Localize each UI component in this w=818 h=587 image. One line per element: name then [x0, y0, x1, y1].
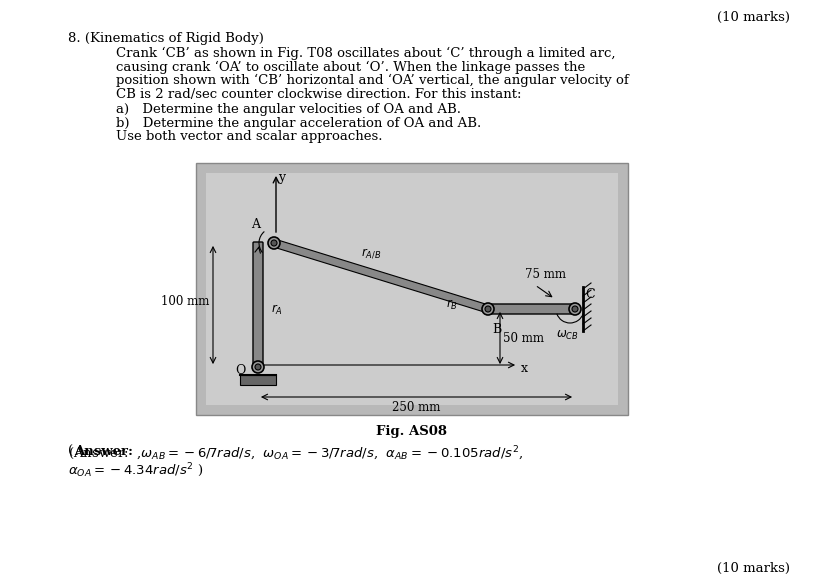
Bar — [206, 173, 618, 405]
Text: $\omega_{CB}$: $\omega_{CB}$ — [555, 329, 578, 342]
Text: 8. (Kinematics of Rigid Body): 8. (Kinematics of Rigid Body) — [68, 32, 264, 45]
Text: position shown with ‘CB’ horizontal and ‘OA’ vertical, the angular velocity of: position shown with ‘CB’ horizontal and … — [116, 74, 629, 87]
Text: (10 marks): (10 marks) — [717, 562, 790, 575]
Text: 75 mm: 75 mm — [525, 268, 566, 281]
Text: x: x — [521, 362, 528, 375]
Text: Answer:: Answer: — [74, 445, 133, 458]
Circle shape — [482, 303, 494, 315]
Circle shape — [255, 364, 261, 370]
FancyBboxPatch shape — [253, 242, 263, 368]
FancyBboxPatch shape — [487, 304, 576, 314]
Text: A: A — [251, 218, 260, 231]
Text: O: O — [236, 363, 246, 376]
Text: (: ( — [68, 445, 73, 458]
Text: 100 mm: 100 mm — [160, 295, 209, 308]
Text: $r_A$: $r_A$ — [271, 303, 283, 317]
Circle shape — [268, 237, 280, 249]
Text: CB is 2 rad/sec counter clockwise direction. For this instant:: CB is 2 rad/sec counter clockwise direct… — [116, 87, 522, 100]
Text: $r_{A/B}$: $r_{A/B}$ — [361, 247, 381, 260]
Polygon shape — [273, 239, 489, 313]
Text: $\alpha_{OA}$$= -4.34rad/s^2$ ): $\alpha_{OA}$$= -4.34rad/s^2$ ) — [68, 461, 203, 479]
Text: b) Determine the angular acceleration of OA and AB.: b) Determine the angular acceleration of… — [116, 116, 481, 130]
Circle shape — [572, 306, 578, 312]
Circle shape — [485, 306, 491, 312]
Text: $r_B$: $r_B$ — [446, 298, 458, 312]
Circle shape — [252, 361, 264, 373]
Text: (Answer:  ,$\omega_{AB}$$= -6/7rad/s$,  $\omega_{OA}$$= -3/7rad/s$,  $\alpha_{AB: (Answer: ,$\omega_{AB}$$= -6/7rad/s$, $\… — [68, 445, 524, 463]
Text: B: B — [492, 323, 501, 336]
Text: C: C — [585, 288, 595, 301]
Text: Fig. AS08: Fig. AS08 — [376, 425, 447, 438]
FancyBboxPatch shape — [240, 375, 276, 385]
Circle shape — [569, 303, 581, 315]
Text: causing crank ‘OA’ to oscillate about ‘O’. When the linkage passes the: causing crank ‘OA’ to oscillate about ‘O… — [116, 60, 585, 74]
Text: (10 marks): (10 marks) — [717, 11, 790, 24]
Text: y: y — [278, 171, 285, 184]
Text: 250 mm: 250 mm — [393, 401, 441, 414]
Circle shape — [271, 240, 277, 246]
Text: 50 mm: 50 mm — [503, 332, 544, 345]
Text: Crank ‘CB’ as shown in Fig. T08 oscillates about ‘C’ through a limited arc,: Crank ‘CB’ as shown in Fig. T08 oscillat… — [116, 47, 615, 60]
Text: a) Determine the angular velocities of OA and AB.: a) Determine the angular velocities of O… — [116, 103, 461, 116]
Text: Use both vector and scalar approaches.: Use both vector and scalar approaches. — [116, 130, 383, 143]
Bar — [196, 163, 628, 415]
